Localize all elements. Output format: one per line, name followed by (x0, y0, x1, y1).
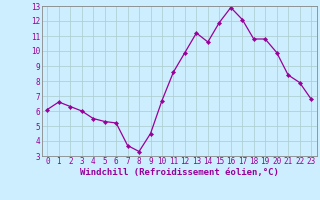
X-axis label: Windchill (Refroidissement éolien,°C): Windchill (Refroidissement éolien,°C) (80, 168, 279, 177)
